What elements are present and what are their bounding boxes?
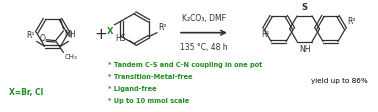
Text: * Tandem C-S and C-N coupling in one pot: * Tandem C-S and C-N coupling in one pot [108,62,263,68]
Text: X: X [107,27,113,36]
Text: O: O [40,34,45,43]
Text: * Transition-Metal-free: * Transition-Metal-free [108,74,193,80]
Text: NH: NH [299,45,310,54]
Text: I: I [70,31,72,40]
Text: K₂CO₃, DMF: K₂CO₃, DMF [182,14,226,23]
Text: R²: R² [158,23,166,32]
Text: R¹: R¹ [261,30,269,39]
Text: HS: HS [116,34,126,43]
Text: R¹: R¹ [26,31,34,40]
Text: +: + [94,27,107,42]
Text: * Ligand-free: * Ligand-free [108,86,157,92]
Text: * Up to 10 mmol scale: * Up to 10 mmol scale [108,98,189,104]
Text: 135 °C, 48 h: 135 °C, 48 h [180,43,228,52]
Text: CH₃: CH₃ [65,54,77,60]
Text: yield up to 86%: yield up to 86% [311,78,368,84]
Text: R²: R² [347,17,356,26]
Text: NH: NH [65,30,76,39]
Text: X=Br, Cl: X=Br, Cl [9,88,43,97]
Text: S: S [302,3,308,12]
